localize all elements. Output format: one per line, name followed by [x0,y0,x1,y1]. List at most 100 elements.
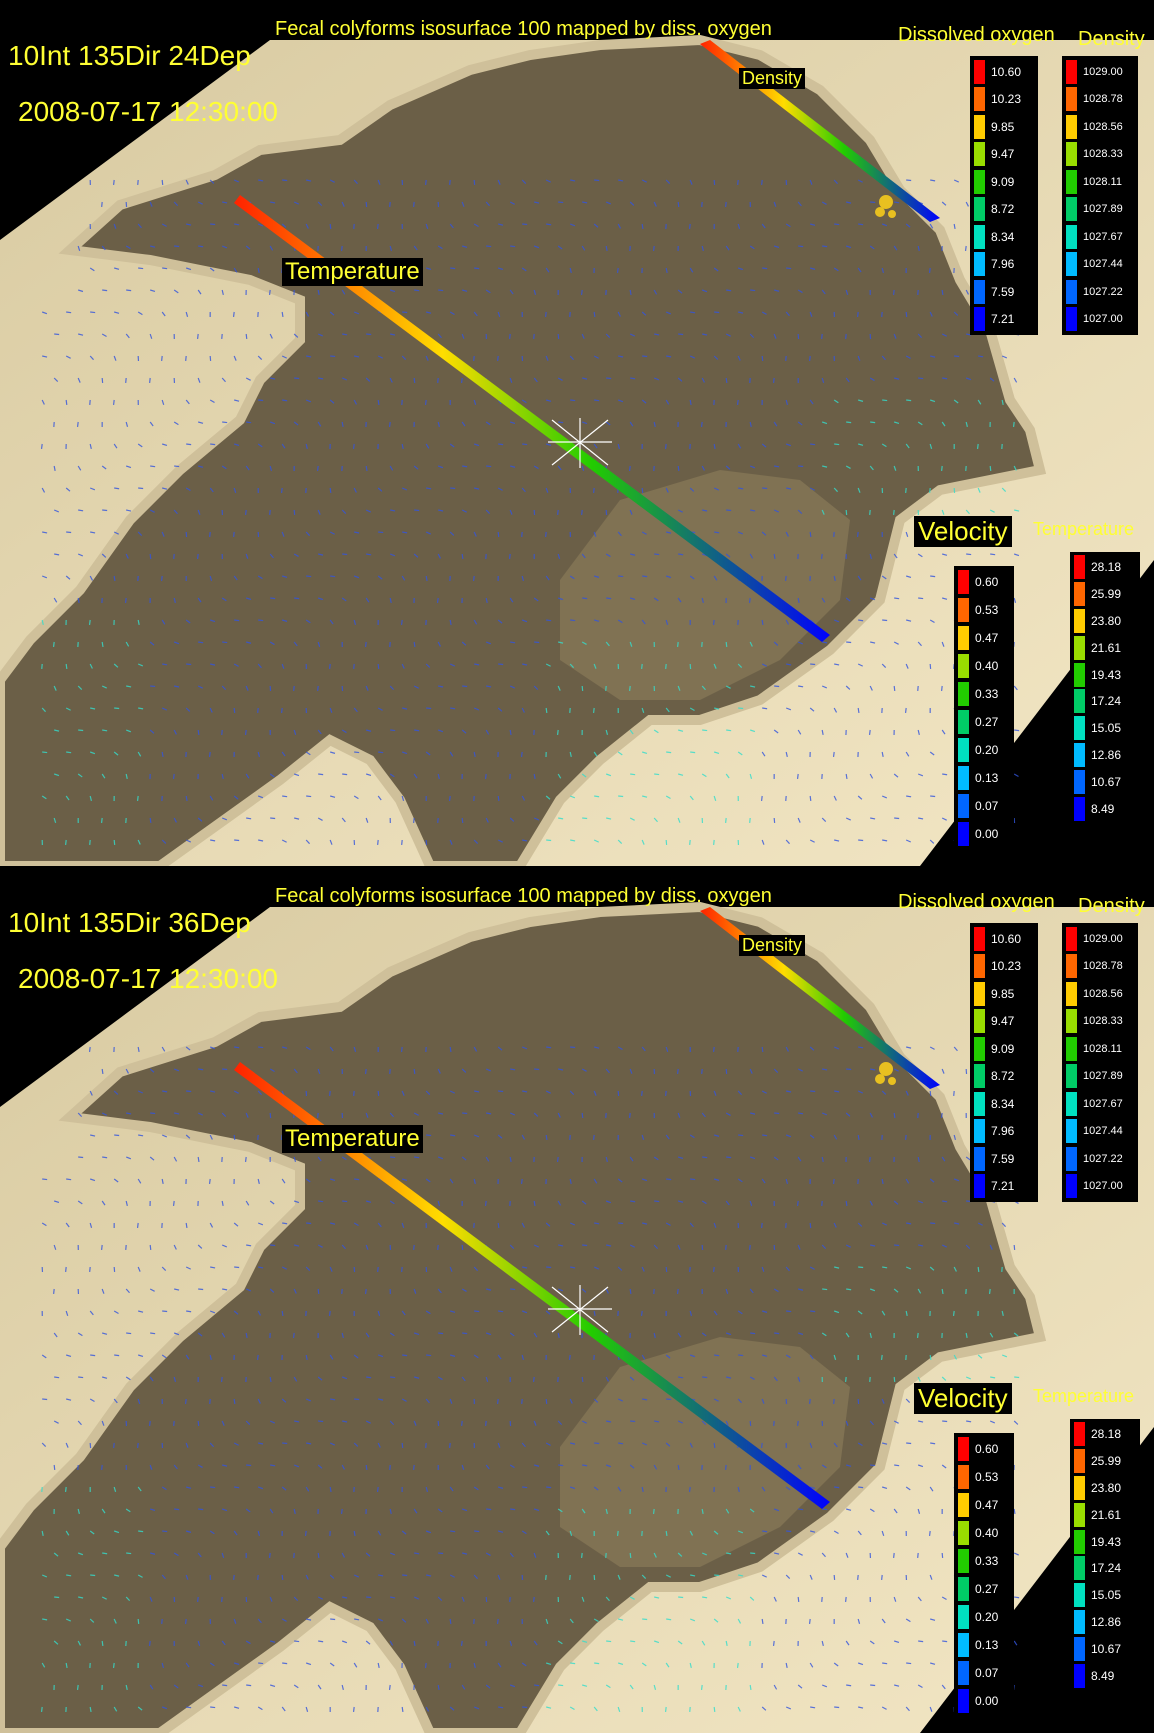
velocity-arrow [401,1530,407,1535]
velocity-arrow [749,553,754,559]
velocity-arrow [905,663,909,669]
velocity-arrow [461,641,467,646]
velocity-arrow [689,487,695,492]
legend-swatch [1074,1663,1085,1688]
velocity-arrow [809,1046,815,1051]
velocity-arrow [821,509,825,515]
velocity-arrow [40,443,43,450]
velocity-arrow [136,1222,139,1229]
velocity-arrow [594,1222,600,1225]
velocity-arrow [834,663,840,666]
velocity-arrow [246,1464,252,1467]
velocity-arrow [581,773,587,778]
velocity-arrow [318,1640,324,1643]
velocity-arrow [125,773,128,780]
velocity-arrow [257,575,263,580]
velocity-arrow [653,377,660,381]
velocity-arrow [317,201,323,206]
velocity-arrow [736,399,739,406]
velocity-arrow [281,663,285,669]
velocity-arrow [148,1640,151,1647]
velocity-arrow [726,1552,732,1555]
velocity-arrow [641,223,644,230]
velocity-arrow [198,1068,204,1071]
velocity-arrow [857,663,863,667]
velocity-arrow [665,1442,671,1447]
velocity-arrow [113,1090,119,1095]
velocity-arrow [89,1266,91,1273]
legend-value: 1027.00 [1083,1180,1123,1193]
velocity-arrow [773,1068,779,1073]
velocity-arrow [797,509,803,514]
velocity-arrow [449,311,455,316]
legend-value: 8.72 [991,202,1015,217]
velocity-arrow [581,245,586,251]
velocity-arrow [377,487,383,492]
velocity-arrow [293,1200,300,1204]
velocity-arrow [989,465,992,472]
velocity-arrow [281,751,286,757]
velocity-arrow [629,333,635,337]
velocity-arrow [185,1574,189,1580]
velocity-arrow [269,553,274,559]
velocity-arrow [701,1640,706,1646]
scene-3d-view[interactable] [0,0,1154,866]
velocity-arrow [437,1288,442,1294]
velocity-arrow [426,1354,432,1357]
velocity-arrow [594,1442,600,1445]
velocity-arrow [798,1112,804,1115]
velocity-arrow [629,685,631,692]
velocity-arrow [377,1354,384,1358]
legend-swatch [1074,1636,1085,1661]
velocity-arrow [989,377,995,382]
velocity-arrow [845,1200,848,1207]
velocity-arrow [641,1486,644,1493]
velocity-arrow [162,1090,168,1093]
legend-swatch [958,1633,969,1657]
velocity-arrow [606,817,612,820]
velocity-arrow [257,795,264,799]
velocity-arrow [497,355,499,362]
velocity-arrow [113,443,118,449]
velocity-arrow [329,707,333,713]
velocity-arrow [317,1112,319,1119]
velocity-arrow [581,333,585,339]
velocity-arrow [941,1464,947,1469]
legend-swatch [1074,1529,1085,1554]
velocity-arrow [773,1508,780,1512]
velocity-arrow [233,179,240,183]
velocity-arrow [1013,1640,1018,1646]
velocity-arrow [125,1156,132,1160]
velocity-arrow [78,1156,84,1159]
legend-value: 23.80 [1091,1480,1122,1495]
velocity-arrow [377,795,382,801]
legend-swatch [1074,608,1085,633]
velocity-arrow [437,773,440,779]
legend-swatch [974,1146,985,1171]
velocity-arrow [798,1332,804,1335]
velocity-arrow [918,1640,924,1643]
velocity-arrow [244,1156,247,1163]
legend-value: 15.05 [1091,721,1122,736]
velocity-arrow [449,223,454,229]
velocity-arrow [186,1706,192,1709]
legend-entry: 28.18 [1074,554,1136,581]
velocity-arrow [653,1640,660,1644]
velocity-arrow [772,377,775,384]
velocity-arrow [234,839,240,842]
velocity-arrow [65,839,67,846]
velocity-arrow [461,1156,467,1161]
velocity-arrow [473,223,479,228]
velocity-arrow [785,1354,791,1359]
velocity-arrow [905,751,910,757]
legend-value: 0.20 [975,743,999,757]
velocity-arrow [221,773,224,780]
velocity-arrow [857,179,863,183]
velocity-arrow [138,1354,144,1358]
velocity-arrow [809,355,811,362]
velocity-arrow [161,531,165,537]
legend-swatch [1074,1556,1085,1581]
scene-3d-view[interactable] [0,867,1154,1733]
velocity-arrow [845,333,847,340]
velocity-arrow [437,465,444,469]
